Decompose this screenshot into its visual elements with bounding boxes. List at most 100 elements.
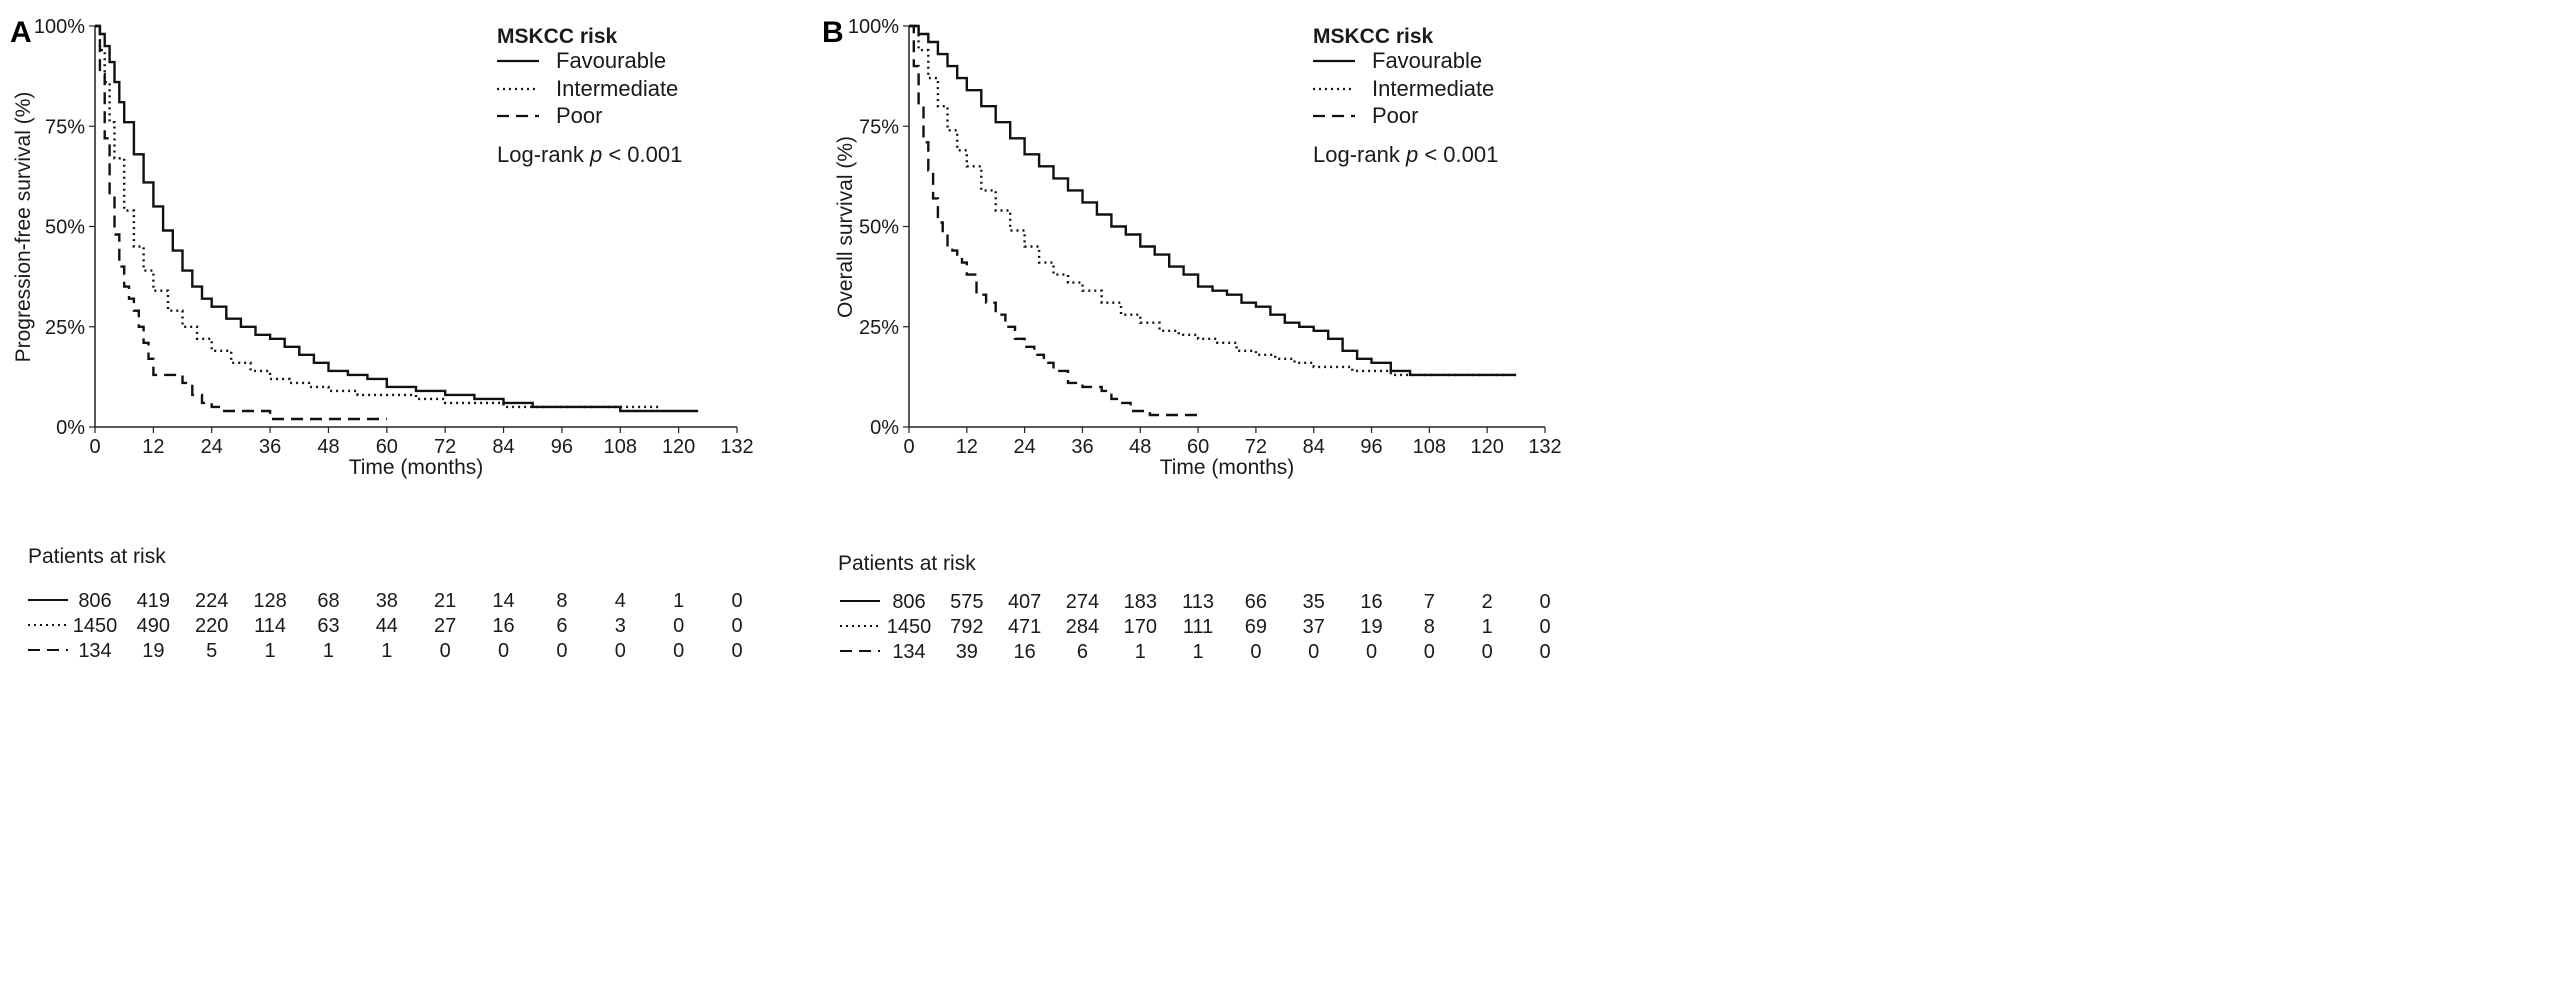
- logrank-annotation: Log-rank p < 0.001: [497, 142, 682, 167]
- risk-count: 1450: [73, 615, 118, 637]
- risk-count: 5: [206, 640, 217, 662]
- risk-count: 4: [615, 590, 626, 612]
- risk-table-title: Patients at risk: [28, 545, 166, 568]
- x-tick-label: 60: [1187, 436, 1209, 458]
- risk-count: 1: [265, 640, 276, 662]
- risk-count: 220: [195, 615, 228, 637]
- y-tick-label: 75%: [859, 116, 899, 138]
- risk-count: 2: [1482, 591, 1493, 613]
- series-line-favourable: [909, 24, 1517, 377]
- chart-panel-b: B0 12 24 36 48 60 72 84 96 108 120 1320%25%50%75%10…: [822, 16, 1562, 663]
- risk-count: 8: [1424, 616, 1435, 638]
- x-axis-title: Time (months): [349, 456, 484, 479]
- risk-count: 274: [1066, 591, 1099, 613]
- risk-count: 1: [1135, 641, 1146, 663]
- risk-count: 16: [492, 615, 514, 637]
- risk-count: 3: [615, 615, 626, 637]
- risk-count: 170: [1124, 616, 1157, 638]
- risk-count: 68: [317, 590, 339, 612]
- risk-count: 27: [434, 615, 456, 637]
- risk-count: 35: [1303, 591, 1325, 613]
- risk-count: 1: [323, 640, 334, 662]
- y-tick-label: 0%: [56, 417, 85, 439]
- y-tick-label: 50%: [859, 217, 899, 239]
- x-tick-label: 72: [434, 436, 456, 458]
- legend-label-intermediate: Intermediate: [556, 76, 678, 101]
- risk-count: 111: [1183, 616, 1213, 638]
- y-axis-title: Overall survival (%): [834, 136, 857, 318]
- x-tick-label: 48: [317, 436, 339, 458]
- series-line-poor: [909, 24, 1199, 417]
- risk-count: 806: [78, 590, 111, 612]
- risk-count: 6: [1077, 641, 1088, 663]
- risk-count: 7: [1424, 591, 1435, 613]
- x-tick-label: 36: [259, 436, 281, 458]
- legend-label-favourable: Favourable: [1372, 48, 1482, 73]
- legend-title: MSKCC risk: [1313, 25, 1434, 48]
- risk-count: 134: [78, 640, 111, 662]
- risk-count: 19: [1360, 616, 1382, 638]
- x-tick-label: 72: [1245, 436, 1267, 458]
- x-tick-label: 96: [551, 436, 573, 458]
- risk-count: 419: [137, 590, 170, 612]
- legend-title: MSKCC risk: [497, 25, 618, 48]
- risk-count: 0: [731, 590, 742, 612]
- risk-count: 407: [1008, 591, 1041, 613]
- series-line-favourable: [95, 24, 699, 413]
- risk-count: 0: [440, 640, 451, 662]
- y-tick-label: 25%: [45, 317, 85, 339]
- x-tick-label: 96: [1360, 436, 1382, 458]
- legend-label-intermediate: Intermediate: [1372, 76, 1494, 101]
- risk-table-title: Patients at risk: [838, 552, 976, 575]
- risk-count: 16: [1014, 641, 1036, 663]
- risk-count: 14: [492, 590, 514, 612]
- x-tick-label: 132: [720, 436, 753, 458]
- risk-count: 128: [253, 590, 286, 612]
- legend-label-favourable: Favourable: [556, 48, 666, 73]
- x-tick-label: 24: [201, 436, 223, 458]
- risk-count: 0: [1539, 591, 1550, 613]
- x-tick-label: 12: [142, 436, 164, 458]
- risk-count: 0: [731, 640, 742, 662]
- panel-label: B: [822, 16, 844, 49]
- y-tick-label: 50%: [45, 217, 85, 239]
- risk-count: 0: [1308, 641, 1319, 663]
- risk-count: 0: [1250, 641, 1261, 663]
- risk-count: 224: [195, 590, 228, 612]
- risk-count: 490: [137, 615, 170, 637]
- risk-count: 792: [950, 616, 983, 638]
- x-tick-label: 0: [903, 436, 914, 458]
- risk-count: 63: [317, 615, 339, 637]
- y-axis-title: Progression-free survival (%): [12, 92, 35, 363]
- risk-count: 0: [673, 640, 684, 662]
- risk-count: 37: [1303, 616, 1325, 638]
- risk-count: 66: [1245, 591, 1267, 613]
- x-tick-label: 120: [662, 436, 695, 458]
- x-tick-label: 132: [1528, 436, 1561, 458]
- risk-count: 1: [1482, 616, 1493, 638]
- x-tick-label: 108: [604, 436, 637, 458]
- x-tick-label: 36: [1071, 436, 1093, 458]
- x-tick-label: 60: [376, 436, 398, 458]
- risk-count: 575: [950, 591, 983, 613]
- x-tick-label: 0: [89, 436, 100, 458]
- logrank-annotation: Log-rank p < 0.001: [1313, 142, 1498, 167]
- y-tick-label: 75%: [45, 116, 85, 138]
- risk-count: 134: [892, 641, 925, 663]
- y-tick-label: 100%: [34, 16, 85, 38]
- x-tick-label: 48: [1129, 436, 1151, 458]
- risk-count: 806: [892, 591, 925, 613]
- x-tick-label: 108: [1413, 436, 1446, 458]
- x-axis-title: Time (months): [1160, 456, 1295, 479]
- risk-count: 1: [673, 590, 684, 612]
- legend-label-poor: Poor: [556, 103, 602, 128]
- risk-count: 44: [376, 615, 398, 637]
- risk-count: 16: [1360, 591, 1382, 613]
- series-line-poor: [95, 24, 387, 421]
- risk-count: 113: [1182, 591, 1214, 613]
- series-line-intermediate: [95, 24, 660, 409]
- risk-count: 6: [556, 615, 567, 637]
- risk-count: 69: [1245, 616, 1267, 638]
- risk-count: 0: [1424, 641, 1435, 663]
